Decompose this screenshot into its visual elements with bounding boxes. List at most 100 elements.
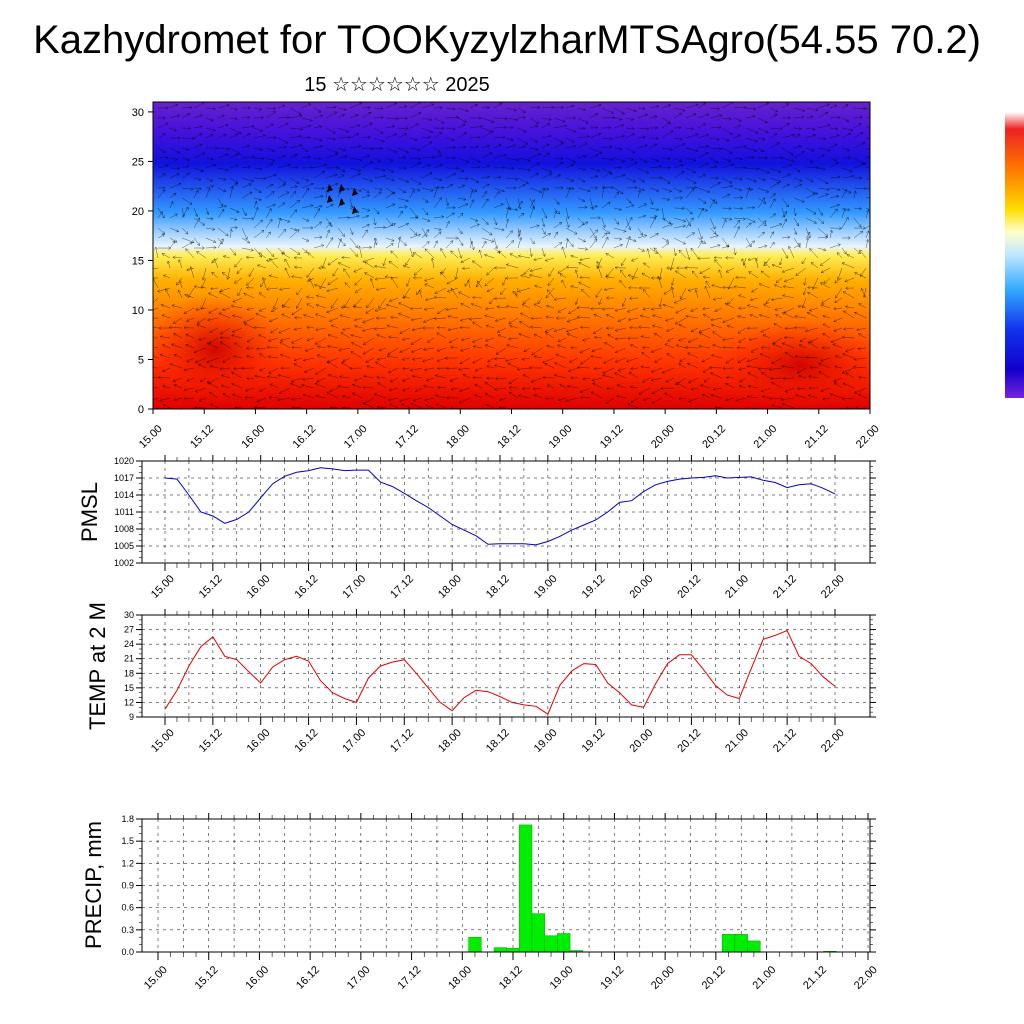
precip-x-tick-label: 18.00 <box>446 964 474 992</box>
precip-x-tick-label: 20.00 <box>649 964 677 992</box>
precip-bars <box>468 824 837 953</box>
wind-vectors <box>153 102 870 409</box>
temp-grid <box>142 614 870 718</box>
wind-flag-marker <box>339 184 345 192</box>
precip-x-tick-label: 15.12 <box>193 964 221 992</box>
pmsl-x-tick-label: 19.12 <box>580 573 608 601</box>
precip-x-tick-label: 18.12 <box>497 964 525 992</box>
temp-x-tick-label: 21.12 <box>771 727 799 755</box>
temp-y-tick-label: 15 <box>124 683 134 693</box>
temperature-panel: 9 12 15 18 21 24 27 30 15.00 15.12 16.00 16.12 17.00… <box>85 602 876 755</box>
wind-vector-field <box>153 102 870 409</box>
precip-y-tick-label: 0.9 <box>121 881 134 891</box>
field-x-tick-label: 17.00 <box>342 423 370 451</box>
temp-y-tick-label: 12 <box>124 697 134 707</box>
precip-bar <box>506 948 520 953</box>
pmsl-x-tick-label: 20.12 <box>675 573 703 601</box>
temp-y-tick-label: 18 <box>124 668 134 678</box>
temp-x-tick-label: 15.12 <box>197 727 225 755</box>
field-x-tick-label: 21.12 <box>803 423 831 451</box>
temp-x-tick-label: 15.00 <box>149 727 177 755</box>
field-y-tick-label: 30 <box>132 107 144 119</box>
temp-x-tick-label: 20.12 <box>675 727 703 755</box>
precip-bar <box>734 934 748 953</box>
precip-bar <box>531 913 545 953</box>
pmsl-y-tick-label: 1005 <box>114 541 134 551</box>
temp-series-line <box>164 629 836 715</box>
precip-x-tick-label: 20.12 <box>700 964 728 992</box>
temp-x-tick-label: 16.00 <box>245 727 273 755</box>
pmsl-panel: 1002 1005 1008 1011 1014 1017 1020 15.00 15.12 16… <box>77 455 876 601</box>
wind-flag-marker <box>352 206 358 214</box>
wind-flag-marker <box>327 184 333 192</box>
temp-x-tick-label: 21.00 <box>723 727 751 755</box>
pmsl-axes: 1002 1005 1008 1011 1014 1017 1020 15.00 15.12 16… <box>114 455 876 601</box>
precip-y-axis-label: PRECIP, mm <box>81 821 106 949</box>
temp-x-tick-label: 20.00 <box>627 727 655 755</box>
precip-y-tick-label: 1.8 <box>121 814 134 824</box>
pmsl-y-tick-label: 1008 <box>114 524 134 534</box>
warm-core-left <box>153 295 285 405</box>
pmsl-x-tick-label: 16.12 <box>292 573 320 601</box>
field-x-tick-label: 19.00 <box>547 423 575 451</box>
temp-x-tick-label: 17.00 <box>340 727 368 755</box>
precip-y-tick-label: 1.2 <box>121 858 134 868</box>
pmsl-x-tick-label: 15.12 <box>197 573 225 601</box>
precip-bar <box>493 947 507 953</box>
precip-x-tick-label: 21.12 <box>801 964 829 992</box>
precip-x-tick-label: 19.00 <box>548 964 576 992</box>
pmsl-y-tick-label: 1011 <box>115 507 134 517</box>
precip-x-tick-label: 16.12 <box>294 964 322 992</box>
page-title: Kazhydromet for TOOKyzylzharMTSAgro(54.5… <box>33 18 981 62</box>
wind-flag-marker <box>339 198 345 206</box>
temp-x-tick-label: 22.00 <box>819 727 847 755</box>
field-x-tick-label: 22.00 <box>854 423 882 451</box>
temp-y-tick-label: 21 <box>124 654 134 664</box>
field-x-tick-label: 15.12 <box>188 423 216 451</box>
colorbar <box>1005 112 1024 398</box>
precip-y-tick-label: 0.0 <box>121 947 134 957</box>
wind-section-panel: 0 5 10 15 20 25 30 15.00 15.12 16.00 16.12 17.00 17… <box>132 101 882 451</box>
precip-bar <box>721 934 736 953</box>
pmsl-x-tick-label: 17.12 <box>388 573 416 601</box>
field-y-axis: 0 5 10 15 20 25 30 <box>132 107 153 416</box>
field-x-axis: 15.00 15.12 16.00 16.12 17.00 17.12 18.00 18.12… <box>137 409 882 451</box>
temp-x-tick-label: 19.00 <box>532 727 560 755</box>
temp-y-tick-label: 30 <box>124 610 134 620</box>
field-x-tick-label: 20.00 <box>649 423 677 451</box>
pmsl-grid <box>142 460 870 564</box>
field-y-tick-label: 0 <box>138 404 144 416</box>
field-x-tick-label: 19.12 <box>598 423 626 451</box>
field-x-tick-label: 18.12 <box>495 423 523 451</box>
pmsl-x-tick-label: 18.00 <box>436 573 464 601</box>
pmsl-x-tick-label: 21.12 <box>771 573 799 601</box>
pmsl-series-line <box>164 467 836 546</box>
precip-bar <box>468 936 482 953</box>
temp-frame <box>141 614 871 718</box>
precip-y-tick-label: 1.5 <box>121 836 134 846</box>
precip-bar <box>544 935 558 953</box>
precip-y-tick-label: 0.6 <box>121 903 134 913</box>
temp-x-tick-label: 18.12 <box>484 727 512 755</box>
precipitation-panel: 0.0 0.3 0.6 0.9 1.2 1.5 1.8 15.00 15.12 16.00 16.1… <box>81 813 880 992</box>
temp-x-tick-label: 17.12 <box>388 727 416 755</box>
field-x-tick-label: 16.00 <box>239 423 267 451</box>
field-x-tick-label: 15.00 <box>137 423 165 451</box>
temp-y-tick-label: 27 <box>124 625 134 635</box>
wind-flag-marker <box>327 195 333 203</box>
field-x-tick-label: 16.12 <box>291 423 319 451</box>
field-y-tick-label: 25 <box>132 156 144 168</box>
precip-bar <box>747 940 761 953</box>
precip-x-tick-label: 21.00 <box>750 964 778 992</box>
temp-x-tick-label: 19.12 <box>580 727 608 755</box>
precip-x-tick-label: 17.00 <box>345 964 373 992</box>
temp-x-tick-label: 18.00 <box>436 727 464 755</box>
field-x-tick-label: 20.12 <box>700 423 728 451</box>
pmsl-x-tick-label: 18.12 <box>484 573 512 601</box>
date-subtitle: 15 ☆☆☆☆☆☆ 2025 <box>304 74 490 96</box>
temp-y-axis-label: TEMP at 2 M <box>85 602 110 730</box>
field-y-tick-label: 10 <box>132 305 144 317</box>
temp-y-tick-label: 24 <box>124 639 134 649</box>
field-x-tick-label: 17.12 <box>393 423 421 451</box>
